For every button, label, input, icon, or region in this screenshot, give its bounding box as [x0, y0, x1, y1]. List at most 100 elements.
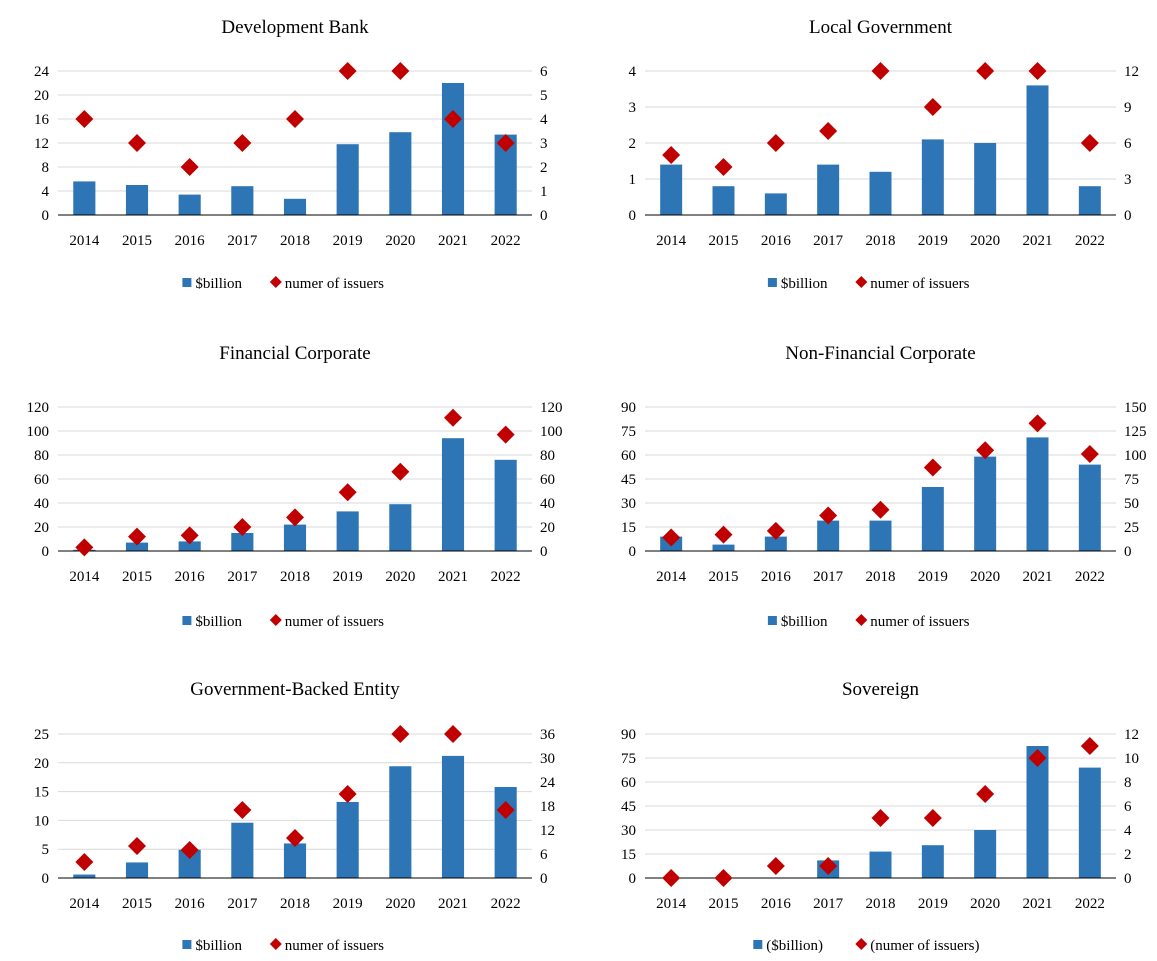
issuer-marker — [444, 408, 462, 427]
x-axis-tick-label: 2018 — [866, 896, 896, 912]
x-axis-tick-label: 2016 — [761, 896, 792, 912]
left-axis-tick-label: 0 — [42, 208, 50, 224]
x-axis-tick-label: 2019 — [918, 896, 948, 912]
left-axis-tick-label: 10 — [34, 813, 49, 829]
x-axis-tick-label: 2017 — [227, 896, 258, 912]
bar — [441, 755, 465, 878]
bar — [178, 194, 201, 215]
right-axis-tick-label: 3 — [540, 136, 548, 152]
right-axis-tick-label: 150 — [1124, 400, 1147, 416]
x-axis-tick-label: 2022 — [491, 569, 521, 585]
chart-title: Non-Financial Corporate — [785, 343, 975, 364]
right-axis-tick-label: 25 — [1124, 520, 1139, 536]
left-axis-tick-label: 8 — [42, 160, 50, 176]
bar — [921, 487, 944, 551]
issuer-marker — [128, 134, 146, 152]
bar — [494, 786, 517, 878]
issuer-marker — [871, 500, 890, 519]
legend-marker-swatch — [855, 614, 868, 626]
legend-marker-label: numer of issuers — [285, 938, 384, 954]
bar — [336, 511, 359, 551]
bar — [73, 181, 96, 215]
x-axis-tick-label: 2018 — [866, 233, 896, 249]
bar — [1026, 746, 1049, 878]
issuer-marker — [233, 518, 252, 536]
x-axis-tick-label: 2017 — [813, 896, 844, 912]
bar — [231, 822, 254, 878]
right-axis-tick-label: 0 — [540, 208, 548, 224]
right-axis-tick-label: 0 — [540, 544, 548, 560]
issuer-marker — [662, 146, 681, 164]
right-axis-tick-label: 125 — [1124, 424, 1147, 440]
bar — [231, 186, 254, 215]
issuer-marker — [128, 527, 146, 546]
legend-bar-swatch — [182, 940, 192, 949]
x-axis-tick-label: 2014 — [656, 896, 687, 912]
right-axis-tick-label: 3 — [1124, 172, 1132, 188]
x-axis-tick-label: 2019 — [333, 896, 363, 912]
chart-title: Local Government — [809, 17, 953, 38]
right-axis-tick-label: 6 — [1124, 136, 1132, 152]
bar — [178, 541, 201, 551]
right-axis-tick-label: 4 — [1124, 823, 1132, 839]
issuer-marker — [338, 483, 357, 502]
x-axis-tick-label: 2020 — [970, 569, 1000, 585]
bar — [231, 533, 254, 551]
issuer-marker — [391, 62, 410, 80]
right-axis-tick-label: 12 — [540, 823, 555, 839]
x-axis-tick-label: 2016 — [761, 569, 792, 585]
issuer-marker — [766, 857, 785, 875]
issuer-marker — [444, 725, 462, 743]
bar — [336, 801, 359, 878]
left-axis-tick-label: 24 — [34, 64, 50, 80]
bar — [125, 862, 149, 878]
left-axis-tick-label: 12 — [34, 136, 49, 152]
issuer-marker — [391, 462, 410, 481]
issuer-marker — [496, 134, 515, 152]
legend-marker-swatch — [269, 614, 282, 626]
left-axis-tick-label: 16 — [34, 112, 50, 128]
bar — [869, 520, 892, 551]
x-axis-tick-label: 2022 — [1075, 569, 1105, 585]
chart-title: Financial Corporate — [219, 343, 370, 364]
issuer-marker — [976, 62, 995, 80]
chart-title: Development Bank — [221, 17, 369, 38]
left-axis-tick-label: 40 — [34, 496, 49, 512]
x-axis-tick-label: 2019 — [918, 233, 948, 249]
bar — [73, 874, 96, 878]
bar — [921, 139, 944, 215]
left-axis-tick-label: 0 — [42, 544, 50, 560]
left-axis-tick-label: 45 — [621, 799, 636, 815]
bar — [494, 459, 517, 551]
right-axis-tick-label: 36 — [540, 727, 556, 743]
right-axis-tick-label: 4 — [540, 112, 548, 128]
x-axis-tick-label: 2015 — [709, 233, 739, 249]
x-axis-tick-label: 2019 — [333, 569, 363, 585]
legend-marker-swatch — [855, 938, 868, 950]
bar — [974, 456, 997, 551]
left-axis-tick-label: 5 — [42, 842, 50, 858]
left-axis-tick-label: 75 — [621, 424, 636, 440]
issuer-marker — [923, 98, 942, 116]
x-axis-tick-label: 2016 — [175, 896, 206, 912]
issuer-marker — [75, 538, 94, 557]
left-axis-tick-label: 15 — [621, 520, 636, 536]
bar — [660, 164, 683, 215]
left-axis-tick-label: 30 — [621, 496, 636, 512]
right-axis-tick-label: 18 — [540, 799, 555, 815]
right-axis-tick-label: 0 — [540, 871, 548, 887]
issuer-marker — [75, 110, 94, 128]
issuer-marker — [819, 857, 838, 875]
right-axis-tick-label: 24 — [540, 775, 556, 791]
x-axis-tick-label: 2015 — [122, 233, 152, 249]
issuer-marker — [496, 425, 515, 444]
left-axis-tick-label: 1 — [629, 172, 637, 188]
issuer-marker — [233, 134, 252, 152]
issuer-marker — [662, 869, 681, 887]
issuer-marker — [286, 110, 304, 128]
issuer-marker — [714, 158, 733, 176]
left-axis-tick-label: 100 — [27, 424, 50, 440]
left-axis-tick-label: 3 — [629, 100, 637, 116]
x-axis-tick-label: 2021 — [1023, 569, 1053, 585]
legend-bar-swatch — [767, 278, 777, 287]
